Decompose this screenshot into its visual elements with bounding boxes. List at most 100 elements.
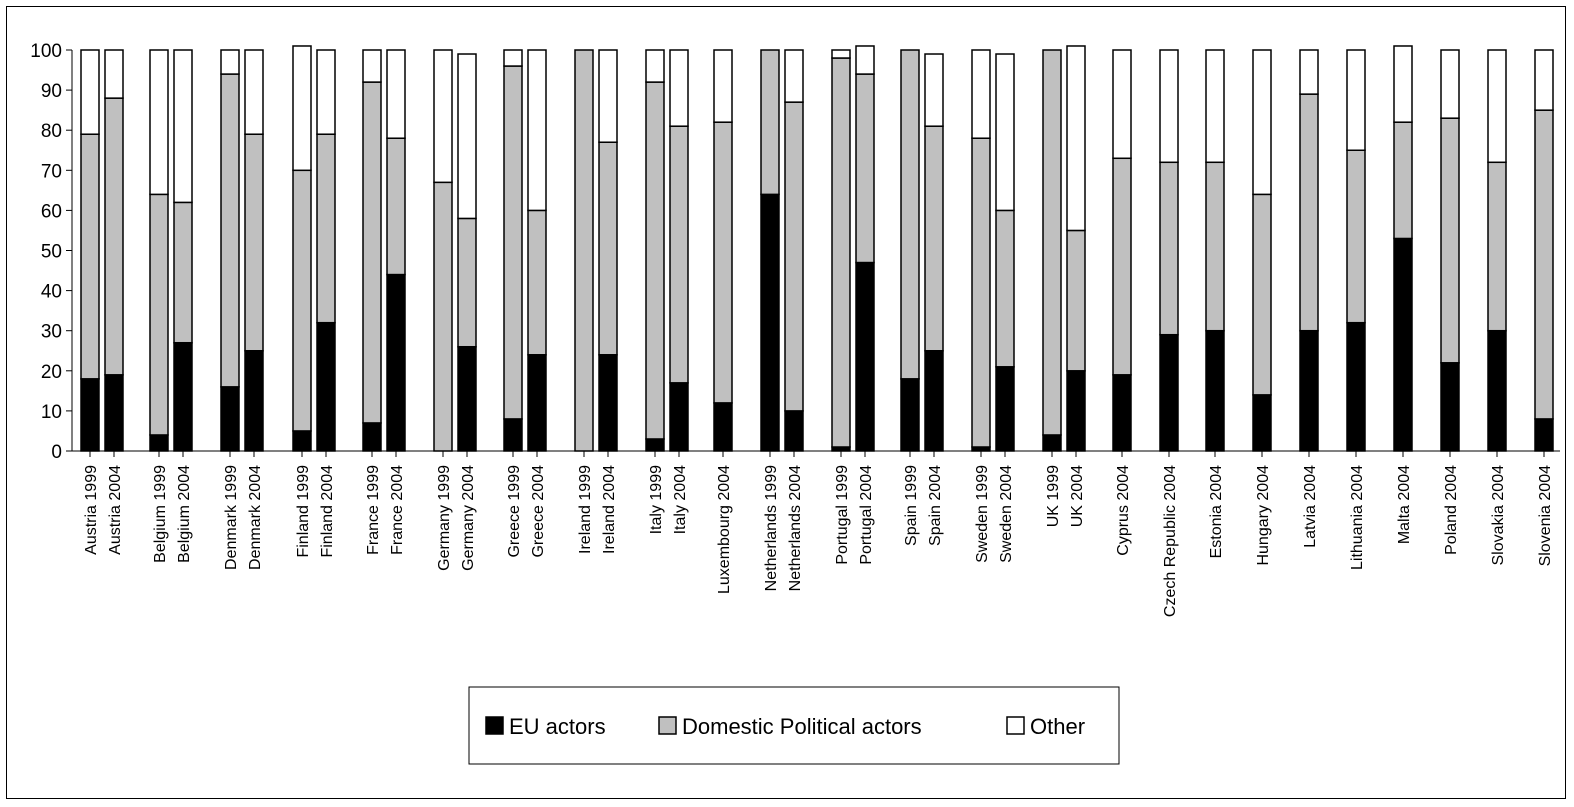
y-tick-label: 90 (41, 81, 62, 102)
x-tick-label: Slovakia 2004 (1490, 465, 1507, 566)
bar-stack (503, 49, 523, 452)
bar-segment (80, 378, 100, 452)
x-tick-label: Portugal 1999 (834, 465, 851, 565)
bar-segment (855, 45, 875, 75)
bar-segment (1066, 45, 1086, 232)
bar-segment (995, 366, 1015, 452)
bar-segment (1487, 49, 1507, 164)
bar-segment (457, 217, 477, 348)
bar-stack (1346, 49, 1366, 452)
y-tick-label: 40 (41, 282, 62, 303)
y-tick-label: 0 (51, 442, 62, 463)
bar-segment (784, 49, 804, 103)
bar-stack (971, 49, 991, 452)
bar-segment (598, 49, 618, 143)
bar-segment (760, 193, 780, 452)
bar-segment (527, 49, 547, 212)
y-tick-label: 30 (41, 322, 62, 343)
x-tick-label: Finland 2004 (319, 465, 336, 558)
bar-segment (669, 49, 689, 127)
bar-segment (784, 101, 804, 412)
bar-segment (645, 438, 665, 452)
x-tick-label: Luxembourg 2004 (716, 465, 733, 594)
bar-stack (784, 49, 804, 452)
legend-label: EU actors (509, 714, 606, 739)
bar-segment (1440, 362, 1460, 452)
bar-segment (669, 382, 689, 452)
bar-stack (1487, 49, 1507, 452)
bar-stack (149, 49, 169, 452)
bar-segment (1252, 394, 1272, 452)
bar-segment (220, 386, 240, 452)
bar-segment (244, 49, 264, 135)
bar-stack (924, 53, 944, 452)
bar-segment (149, 49, 169, 196)
bar-segment (1487, 161, 1507, 332)
x-tick-label: Belgium 1999 (152, 465, 169, 563)
bar-stack (855, 45, 875, 452)
bar-segment (292, 45, 312, 172)
bar-stack (1534, 49, 1554, 452)
x-tick-label: Italy 1999 (648, 465, 665, 534)
y-axis: 0 10 20 30 40 50 60 70 80 90 100 (30, 41, 73, 463)
bar-stack (527, 49, 547, 452)
bar-segment (80, 133, 100, 380)
bar-segment (173, 201, 193, 344)
bar-segment (1112, 374, 1132, 452)
bar-segment (457, 53, 477, 220)
x-tick-label: Latvia 2004 (1302, 465, 1319, 548)
bar-segment (784, 410, 804, 452)
x-tick-label: France 2004 (389, 465, 406, 555)
bar-stack (244, 49, 264, 452)
y-tick-label: 60 (41, 201, 62, 222)
x-tick-label: France 1999 (365, 465, 382, 555)
legend: EU actors Domestic Political actors Other (468, 686, 1120, 765)
x-tick-label: Austria 2004 (107, 465, 124, 555)
bar-segment (527, 209, 547, 356)
x-tick-label: Netherlands 1999 (763, 465, 780, 591)
x-tick-label: Poland 2004 (1443, 465, 1460, 555)
x-tick-label: Italy 2004 (672, 465, 689, 534)
bar-segment (598, 354, 618, 452)
bar-segment (971, 49, 991, 139)
bar-stack (1159, 49, 1179, 452)
legend-label: Other (1030, 714, 1085, 739)
bar-segment (669, 125, 689, 384)
bar-segment (362, 81, 382, 424)
bar-segment (1440, 49, 1460, 119)
legend-swatch (1006, 716, 1025, 735)
bar-segment (1346, 321, 1366, 452)
bar-segment (1346, 49, 1366, 151)
x-tick-label: Netherlands 2004 (787, 465, 804, 591)
x-tick-label: Spain 1999 (903, 465, 920, 546)
bar-stack (900, 49, 920, 452)
bar-segment (173, 341, 193, 452)
bar-segment (104, 97, 124, 376)
bar-segment (900, 49, 920, 380)
bar-stack (669, 49, 689, 452)
bar-segment (995, 53, 1015, 212)
bar-segment (1066, 229, 1086, 372)
x-tick-label: Greece 1999 (506, 465, 523, 558)
bars (80, 45, 1554, 452)
bar-segment (316, 133, 336, 324)
y-tick-label: 50 (41, 242, 62, 263)
bar-segment (855, 261, 875, 452)
bar-stack (574, 49, 594, 452)
bar-stack (760, 49, 780, 452)
bar-segment (1042, 434, 1062, 452)
x-tick-label: Sweden 1999 (974, 465, 991, 563)
bar-segment (1159, 161, 1179, 336)
x-tick-label: Germany 2004 (460, 465, 477, 571)
bar-segment (1112, 157, 1132, 376)
x-tick-label: Estonia 2004 (1208, 465, 1225, 559)
bar-segment (362, 49, 382, 83)
x-tick-label: Ireland 1999 (577, 465, 594, 554)
bar-stack (433, 49, 453, 452)
bar-stack (1393, 45, 1413, 452)
y-tick-label: 80 (41, 121, 62, 142)
y-tick-label: 10 (41, 402, 62, 423)
bar-stack (104, 49, 124, 452)
bar-stack (173, 49, 193, 452)
